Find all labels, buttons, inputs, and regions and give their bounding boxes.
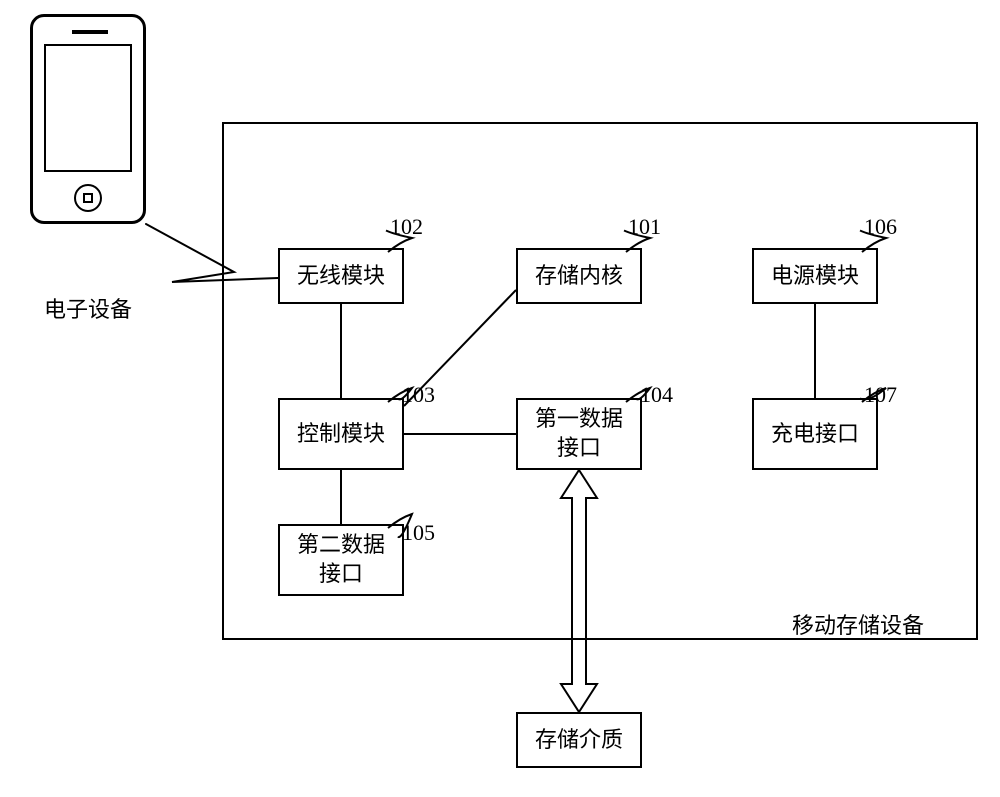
node-power-module: 电源模块 [752,248,878,304]
node-label: 存储内核 [535,262,623,291]
ref-106: 106 [864,214,897,240]
node-storage-medium: 存储介质 [516,712,642,768]
ref-104: 104 [640,382,673,408]
label-mobile-storage-device: 移动存储设备 [792,608,924,640]
ref-102: 102 [390,214,423,240]
node-label: 控制模块 [297,420,385,449]
ref-105: 105 [402,520,435,546]
node-first-data-interface: 第一数据接口 [516,398,642,470]
node-storage-kernel: 存储内核 [516,248,642,304]
diagram-canvas: 电子设备 移动存储设备 无线模块 存储内核 电源模块 控制模块 第一数据接口 充… [0,0,1000,797]
node-charging-interface: 充电接口 [752,398,878,470]
ref-101: 101 [628,214,661,240]
node-label: 第一数据接口 [526,405,632,462]
node-control-module: 控制模块 [278,398,404,470]
node-wireless-module: 无线模块 [278,248,404,304]
ref-103: 103 [402,382,435,408]
node-second-data-interface: 第二数据接口 [278,524,404,596]
node-label: 充电接口 [771,420,859,449]
node-label: 第二数据接口 [288,531,394,588]
node-label: 存储介质 [535,726,623,755]
node-label: 电源模块 [771,262,859,291]
label-electronic-device: 电子设备 [44,292,132,324]
node-label: 无线模块 [297,262,385,291]
ref-107: 107 [864,382,897,408]
